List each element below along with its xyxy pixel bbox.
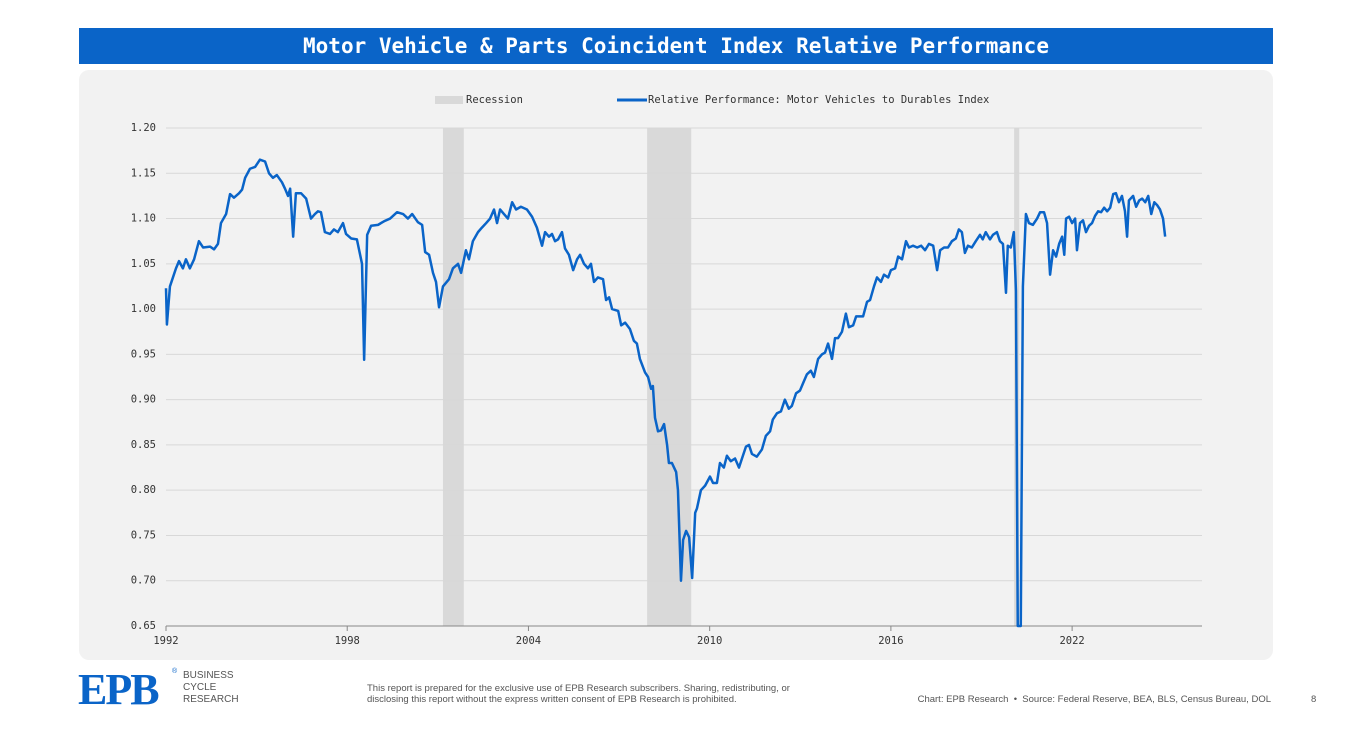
y-tick-label: 0.90	[131, 394, 156, 406]
series-line	[164, 158, 1167, 628]
legend-swatch	[435, 96, 463, 104]
page-number: 8	[1311, 694, 1317, 705]
disclaimer: This report is prepared for the exclusiv…	[367, 683, 790, 705]
legend-label: Recession	[466, 94, 523, 106]
brand-line: BUSINESS	[183, 670, 234, 681]
title-bar: Motor Vehicle & Parts Coincident Index R…	[79, 28, 1273, 64]
y-tick-label: 1.15	[131, 167, 156, 179]
y-tick-label: 1.20	[131, 122, 156, 134]
x-tick-label: 2016	[878, 635, 903, 647]
y-tick-label: 0.80	[131, 484, 156, 496]
disclaimer-line: disclosing this report without the expre…	[367, 694, 737, 705]
recession-band	[442, 128, 464, 626]
x-tick-label: 2004	[516, 635, 541, 647]
brand: BUSINESS CYCLE RESEARCH	[183, 670, 239, 706]
logo-mark: ®	[172, 668, 178, 675]
source: Chart: EPB Research • Source: Federal Re…	[917, 694, 1271, 705]
y-tick-label: 0.85	[131, 439, 156, 451]
legend-label: Relative Performance: Motor Vehicles to …	[648, 94, 989, 106]
recession-band	[647, 128, 692, 626]
y-tick-label: 0.75	[131, 529, 156, 541]
brand-line: CYCLE	[183, 682, 217, 693]
x-tick-label: 2022	[1059, 635, 1084, 647]
disclaimer-line: This report is prepared for the exclusiv…	[367, 683, 790, 694]
logo: EPB	[78, 665, 160, 714]
y-tick-label: 0.70	[131, 575, 156, 587]
y-tick-label: 1.10	[131, 213, 156, 225]
y-tick-label: 0.95	[131, 348, 156, 360]
x-tick-label: 1998	[335, 635, 360, 647]
y-tick-label: 0.65	[131, 620, 156, 632]
x-tick-label: 1992	[153, 635, 178, 647]
x-tick-label: 2010	[697, 635, 722, 647]
y-tick-label: 1.00	[131, 303, 156, 315]
brand-line: RESEARCH	[183, 694, 239, 705]
y-tick-label: 1.05	[131, 258, 156, 270]
